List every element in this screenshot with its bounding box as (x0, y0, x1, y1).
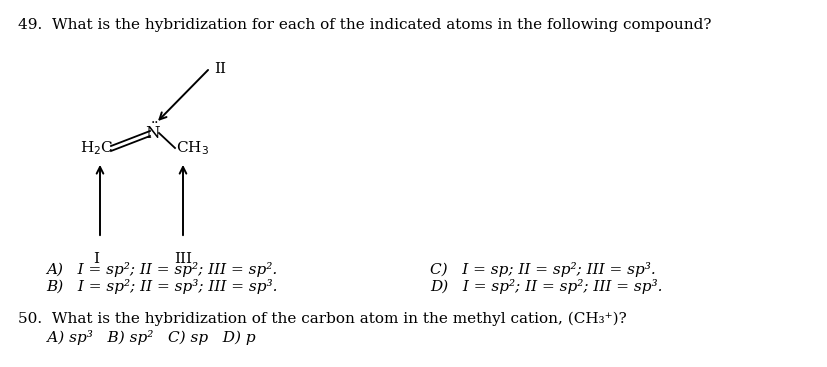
Text: CH$_3$: CH$_3$ (176, 139, 208, 157)
Text: A)   I = sp²; II = sp²; III = sp².: A) I = sp²; II = sp²; III = sp². (46, 262, 277, 277)
Text: 50.  What is the hybridization of the carbon atom in the methyl cation, (CH₃⁺)?: 50. What is the hybridization of the car… (18, 312, 626, 326)
Text: I: I (93, 252, 99, 266)
Text: B)   I = sp²; II = sp³; III = sp³.: B) I = sp²; II = sp³; III = sp³. (46, 279, 277, 294)
Text: H$_2$C: H$_2$C (80, 139, 113, 157)
Text: C)   I = sp; II = sp²; III = sp³.: C) I = sp; II = sp²; III = sp³. (429, 262, 655, 277)
Text: $\mathregular{\ddot{N}}$: $\mathregular{\ddot{N}}$ (145, 123, 160, 143)
Text: D)   I = sp²; II = sp²; III = sp³.: D) I = sp²; II = sp²; III = sp³. (429, 279, 662, 294)
Text: A) sp³   B) sp²   C) sp   D) p: A) sp³ B) sp² C) sp D) p (18, 330, 256, 345)
Text: 49.  What is the hybridization for each of the indicated atoms in the following : 49. What is the hybridization for each o… (18, 18, 710, 32)
Text: III: III (174, 252, 192, 266)
Text: II: II (213, 62, 226, 76)
